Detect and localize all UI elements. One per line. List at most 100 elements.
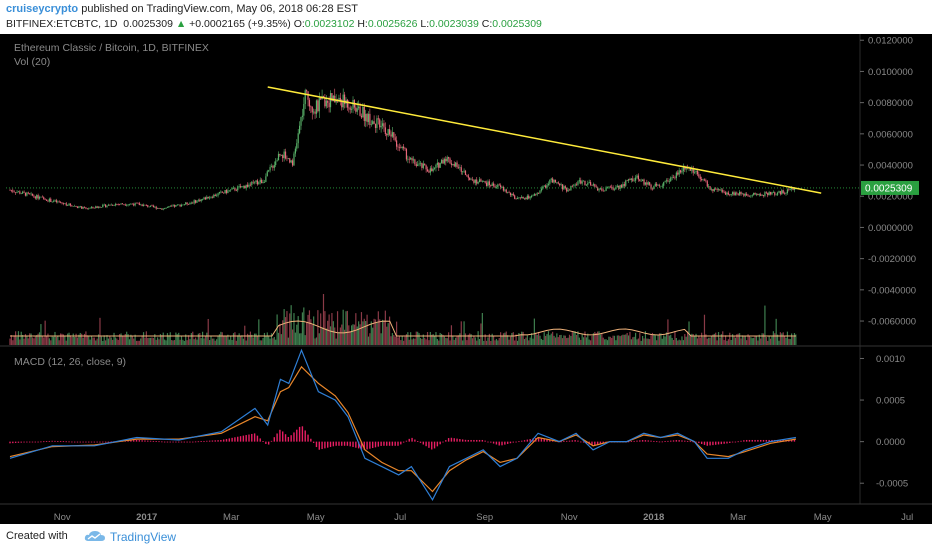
volume-bar	[575, 334, 578, 345]
macd-histogram-bar	[149, 440, 152, 442]
volume-bar	[269, 338, 271, 345]
publish-line: cruiseycrypto published on TradingView.c…	[6, 3, 358, 15]
candle-body	[677, 172, 679, 175]
candle-body	[457, 167, 460, 168]
candle-body	[17, 191, 20, 193]
candle-body	[485, 182, 488, 186]
volume-bar	[597, 331, 599, 345]
chart-svg[interactable]: Ethereum Classic / Bitcoin, 1D, BITFINEX…	[0, 34, 932, 524]
volume-bar	[112, 339, 114, 345]
candle-body	[359, 106, 361, 116]
volume-bar	[74, 336, 76, 345]
volume-bar	[133, 338, 135, 345]
candle-body	[52, 201, 55, 202]
volume-bar	[585, 337, 587, 345]
volume-bar	[238, 333, 240, 345]
volume-bar	[12, 340, 14, 345]
candle-body	[187, 204, 190, 205]
candle-body	[71, 205, 73, 207]
volume-bar	[168, 335, 170, 345]
volume-bar	[490, 340, 492, 345]
candle-body	[605, 187, 607, 191]
macd-histogram-bar	[546, 439, 548, 442]
candle-body	[431, 168, 433, 172]
macd-histogram-bar	[104, 441, 107, 443]
candle-body	[504, 189, 506, 191]
macd-histogram-bar	[37, 441, 39, 443]
candle-body	[268, 170, 270, 172]
volume-bar	[245, 340, 247, 345]
candle-body	[234, 187, 236, 191]
price-tick-label: -0.0020000	[868, 254, 916, 265]
volume-bar	[716, 340, 718, 345]
volume-bar	[282, 320, 284, 345]
volume-bar	[715, 332, 717, 345]
volume-bar	[121, 336, 124, 345]
volume-bar	[637, 338, 639, 345]
volume-bar	[13, 335, 15, 345]
volume-bar	[615, 340, 617, 345]
candle-body	[782, 190, 784, 194]
candle-body	[230, 189, 232, 191]
volume-bar	[58, 340, 60, 345]
candle-body	[209, 197, 211, 199]
candle-body	[554, 179, 557, 183]
candle-body	[311, 106, 313, 113]
macd-histogram-bar	[211, 440, 214, 442]
macd-histogram-bar	[537, 437, 540, 442]
macd-histogram-bar	[762, 439, 765, 442]
volume-bar	[393, 334, 395, 345]
candle-body	[448, 157, 450, 159]
candle-body	[429, 168, 431, 173]
macd-histogram-bar	[599, 441, 602, 444]
candle-body	[304, 90, 306, 105]
volume-bar	[307, 314, 309, 345]
volume-bar	[494, 340, 496, 345]
candle-body	[120, 203, 122, 205]
candle-body	[60, 202, 62, 203]
chart-area[interactable]: Ethereum Classic / Bitcoin, 1D, BITFINEX…	[0, 34, 932, 524]
volume-bar	[182, 339, 184, 345]
macd-histogram-bar	[228, 438, 231, 442]
macd-histogram-bar	[267, 441, 270, 445]
candle-body	[57, 201, 59, 203]
volume-bar	[571, 331, 573, 345]
volume-bar	[158, 339, 160, 345]
volume-bar	[303, 307, 305, 345]
candle-body	[602, 190, 604, 192]
volume-bar	[542, 339, 544, 345]
volume-bar	[591, 335, 593, 345]
candle-body	[664, 181, 666, 183]
macd-label: MACD (12, 26, close, 9)	[14, 356, 126, 368]
macd-histogram-bar	[386, 441, 388, 446]
volume-bar	[401, 335, 403, 345]
volume-bar	[467, 334, 469, 345]
author-name[interactable]: cruiseycrypto	[6, 3, 79, 15]
date-tick-label: Sep	[476, 512, 493, 523]
candle-body	[201, 198, 204, 200]
volume-bar	[186, 340, 188, 345]
candle-body	[307, 91, 309, 100]
volume-bar	[284, 317, 287, 345]
candle-body	[606, 187, 609, 188]
tradingview-brand[interactable]: TradingView	[110, 530, 177, 544]
volume-bar	[422, 334, 424, 345]
macd-histogram-bar	[692, 441, 694, 443]
volume-bar	[474, 337, 476, 345]
macd-histogram-bar	[681, 440, 683, 442]
macd-histogram-bar	[256, 435, 259, 442]
volume-bar	[81, 333, 83, 345]
volume-bar	[342, 309, 344, 345]
candle-body	[467, 175, 469, 178]
volume-bar	[363, 318, 365, 345]
candle-body	[743, 193, 745, 196]
volume-bar	[751, 338, 753, 345]
volume-bar	[293, 313, 295, 345]
macd-histogram-bar	[571, 440, 574, 442]
macd-histogram-bar	[141, 440, 143, 442]
macd-histogram-bar	[521, 440, 523, 442]
candle-body	[597, 187, 599, 191]
volume-bar	[724, 335, 727, 345]
macd-histogram-bar	[695, 441, 697, 443]
price-tick-label: 0.0120000	[868, 36, 913, 47]
